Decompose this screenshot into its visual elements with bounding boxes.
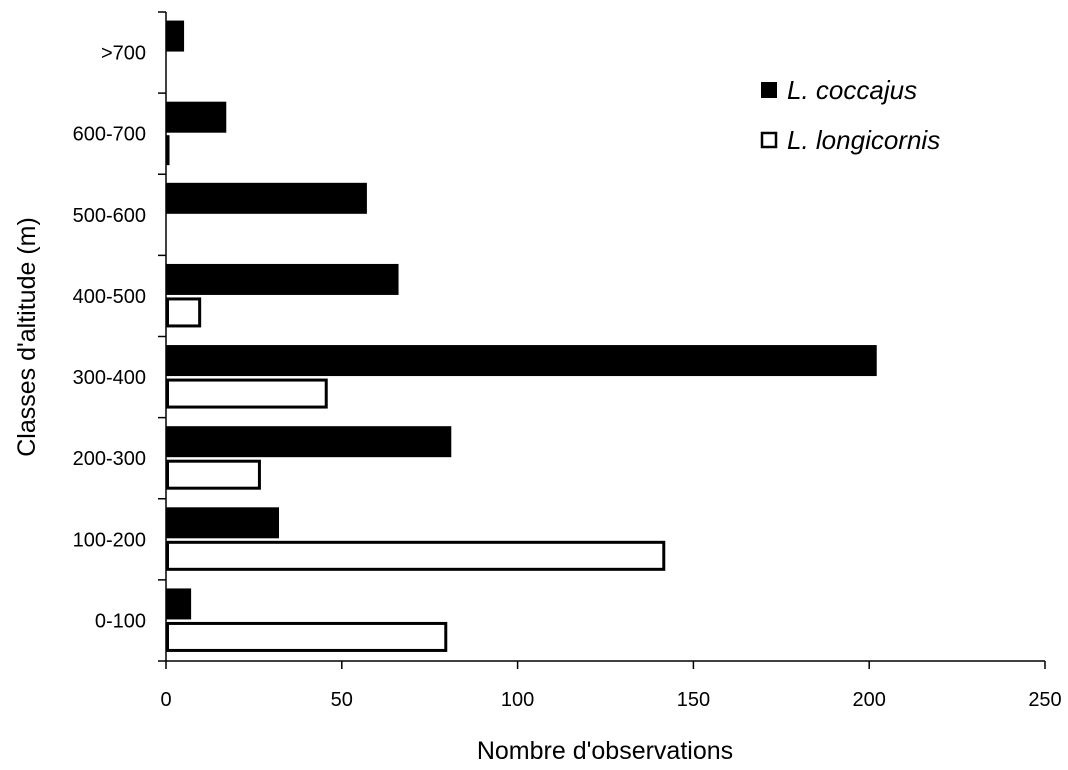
- y-tick-label-200-300: 200-300: [73, 448, 146, 470]
- legend-swatch-longicornis: [760, 131, 778, 149]
- y-tick-label-500-600: 500-600: [73, 205, 146, 227]
- x-tick-label-100: 100: [501, 689, 534, 711]
- bar-l-longicornis-600-700: [166, 135, 170, 166]
- y-axis-title: Classes d'altitude (m): [13, 217, 41, 457]
- bar-l-coccajus-0-100: [165, 588, 192, 620]
- bar-l-coccajus-500-600: [165, 182, 367, 214]
- y-tick-label-0-100: 0-100: [95, 610, 146, 632]
- y-tick-label-400-500: 400-500: [73, 286, 146, 308]
- bar-l-coccajus-100-200: [165, 507, 280, 539]
- bar-l-coccajus-700: [165, 20, 185, 52]
- x-tick-label-0: 0: [160, 689, 171, 711]
- x-tick-label-200: 200: [853, 689, 886, 711]
- ticks-layer: 0-100 100-200 200-300 300-400 400-500 500-600…: [73, 11, 1062, 711]
- bar-l-coccajus-600-700: [165, 101, 227, 133]
- legend-swatch-coccajus: [761, 82, 777, 98]
- bar-l-longicornis-100-200: [166, 540, 666, 571]
- x-tick-label-50: 50: [331, 689, 353, 711]
- bar-l-longicornis-200-300: [166, 459, 261, 490]
- bar-l-longicornis-300-400: [166, 378, 328, 409]
- bars-layer: [165, 20, 877, 652]
- legend: L. coccajus L. longicornis: [760, 75, 940, 155]
- y-tick-label-100-200: 100-200: [73, 529, 146, 551]
- x-axis-title: Nombre d'observations: [477, 737, 733, 765]
- y-tick-label-600-700: 600-700: [73, 124, 146, 146]
- legend-label-coccajus: L. coccajus: [787, 75, 917, 105]
- bar-l-coccajus-200-300: [165, 426, 452, 458]
- y-tick-label-300-400: 300-400: [73, 367, 146, 389]
- legend-label-longicornis: L. longicornis: [787, 125, 940, 155]
- x-tick-label-150: 150: [677, 689, 710, 711]
- y-tick-label-700: >700: [101, 43, 146, 65]
- x-tick-label-250: 250: [1028, 689, 1061, 711]
- bar-l-longicornis-400-500: [166, 297, 202, 328]
- bar-l-longicornis-0-100: [166, 621, 448, 652]
- bar-l-coccajus-400-500: [165, 263, 399, 295]
- bar-l-coccajus-300-400: [165, 345, 877, 377]
